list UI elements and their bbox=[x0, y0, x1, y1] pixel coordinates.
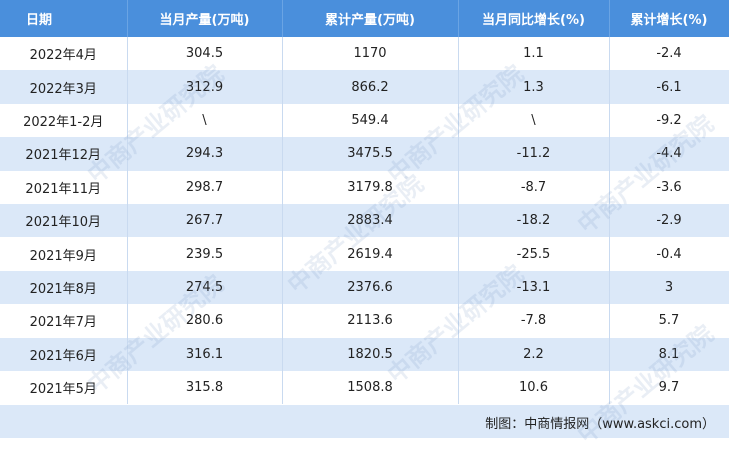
table-cell: -2.4 bbox=[609, 37, 729, 71]
table-cell: -6.1 bbox=[609, 70, 729, 104]
table-cell: 3475.5 bbox=[282, 137, 459, 171]
header-cell: 累计产量(万吨) bbox=[282, 0, 459, 37]
table-cell: 2021年12月 bbox=[0, 137, 128, 171]
data-table: 日期 当月产量(万吨) 累计产量(万吨) 当月同比增长(%) 累计增长(%) 2022年… bbox=[0, 0, 729, 405]
table-cell: 2021年10月 bbox=[0, 203, 128, 238]
table-cell: -8.7 bbox=[458, 170, 610, 204]
table-cell: 2022年1-2月 bbox=[0, 103, 128, 138]
table-cell: 1.1 bbox=[458, 37, 610, 71]
table-cell: 1508.8 bbox=[282, 370, 459, 405]
table-cell: 316.1 bbox=[127, 337, 283, 371]
header-cell: 累计增长(%) bbox=[609, 0, 729, 37]
table-cell: 3179.8 bbox=[282, 170, 459, 204]
table-body: 2022年4月 304.5 1170 1.1 -2.4 2022年3月 312.9 866.2… bbox=[0, 37, 729, 405]
table-cell: 2021年11月 bbox=[0, 170, 128, 204]
table-cell: 2021年5月 bbox=[0, 370, 128, 405]
table-cell: 298.7 bbox=[127, 170, 283, 204]
table-cell: 549.4 bbox=[282, 103, 459, 138]
table-cell: 2022年3月 bbox=[0, 70, 128, 104]
table-cell: 2619.4 bbox=[282, 237, 459, 271]
table-cell: -13.1 bbox=[458, 270, 610, 305]
table-row: 2022年1-2月 \ 549.4 \ -9.2 bbox=[0, 103, 729, 138]
table-cell: \ bbox=[127, 103, 283, 138]
table-cell: 267.7 bbox=[127, 203, 283, 238]
table-cell: 2021年6月 bbox=[0, 337, 128, 371]
table-cell: \ bbox=[458, 103, 610, 138]
table-row: 2021年11月 298.7 3179.8 -8.7 -3.6 bbox=[0, 170, 729, 204]
table-cell: 2883.4 bbox=[282, 203, 459, 238]
table-row: 2021年9月 239.5 2619.4 -25.5 -0.4 bbox=[0, 237, 729, 271]
footer: 制图：中商情报网（www.askci.com） bbox=[0, 405, 729, 438]
table-cell: 280.6 bbox=[127, 304, 283, 338]
table-cell: 315.8 bbox=[127, 370, 283, 405]
table-row: 2021年8月 274.5 2376.6 -13.1 3 bbox=[0, 270, 729, 305]
table-cell: 1820.5 bbox=[282, 337, 459, 371]
table-row: 2021年12月 294.3 3475.5 -11.2 -4.4 bbox=[0, 137, 729, 171]
table-cell: 2021年9月 bbox=[0, 237, 128, 271]
source: 制图：中商情报网（www.askci.com） bbox=[485, 417, 715, 432]
table-cell: 10.6 bbox=[458, 370, 610, 405]
table-cell: 3 bbox=[609, 270, 729, 305]
table-cell: -2.9 bbox=[609, 203, 729, 238]
header-cell: 当月同比增长(%) bbox=[458, 0, 610, 37]
table-cell: 9.7 bbox=[609, 370, 729, 405]
table-cell: 2376.6 bbox=[282, 270, 459, 305]
table-cell: 2113.6 bbox=[282, 304, 459, 338]
table-cell: -18.2 bbox=[458, 203, 610, 238]
table-cell: 1.3 bbox=[458, 70, 610, 104]
table-cell: 8.1 bbox=[609, 337, 729, 371]
table-cell: -9.2 bbox=[609, 103, 729, 138]
table-cell: 2021年8月 bbox=[0, 270, 128, 305]
table-cell: 2021年7月 bbox=[0, 304, 128, 338]
table-cell: 312.9 bbox=[127, 70, 283, 104]
table-cell: 274.5 bbox=[127, 270, 283, 305]
table-cell: 5.7 bbox=[609, 304, 729, 338]
table-cell: -4.4 bbox=[609, 137, 729, 171]
table-row: 2021年10月 267.7 2883.4 -18.2 -2.9 bbox=[0, 203, 729, 238]
header-cell: 日期 bbox=[0, 0, 128, 37]
table-row: 2022年3月 312.9 866.2 1.3 -6.1 bbox=[0, 70, 729, 104]
table-cell: 304.5 bbox=[127, 37, 283, 71]
table-cell: -11.2 bbox=[458, 137, 610, 171]
table-row: 2021年7月 280.6 2113.6 -7.8 5.7 bbox=[0, 304, 729, 338]
table-row: 2021年5月 315.8 1508.8 10.6 9.7 bbox=[0, 370, 729, 405]
table-cell: 239.5 bbox=[127, 237, 283, 271]
table-row: 2022年4月 304.5 1170 1.1 -2.4 bbox=[0, 37, 729, 71]
table-cell: 294.3 bbox=[127, 137, 283, 171]
table-cell: 2.2 bbox=[458, 337, 610, 371]
table-cell: 2022年4月 bbox=[0, 37, 128, 71]
table-cell: -3.6 bbox=[609, 170, 729, 204]
table-cell: -7.8 bbox=[458, 304, 610, 338]
table-cell: 866.2 bbox=[282, 70, 459, 104]
header-row: 日期 当月产量(万吨) 累计产量(万吨) 当月同比增长(%) 累计增长(%) bbox=[0, 0, 729, 37]
table-cell: 1170 bbox=[282, 37, 459, 71]
table-row: 2021年6月 316.1 1820.5 2.2 8.1 bbox=[0, 337, 729, 371]
table-cell: -25.5 bbox=[458, 237, 610, 271]
table-cell: -0.4 bbox=[609, 237, 729, 271]
header-cell: 当月产量(万吨) bbox=[127, 0, 283, 37]
